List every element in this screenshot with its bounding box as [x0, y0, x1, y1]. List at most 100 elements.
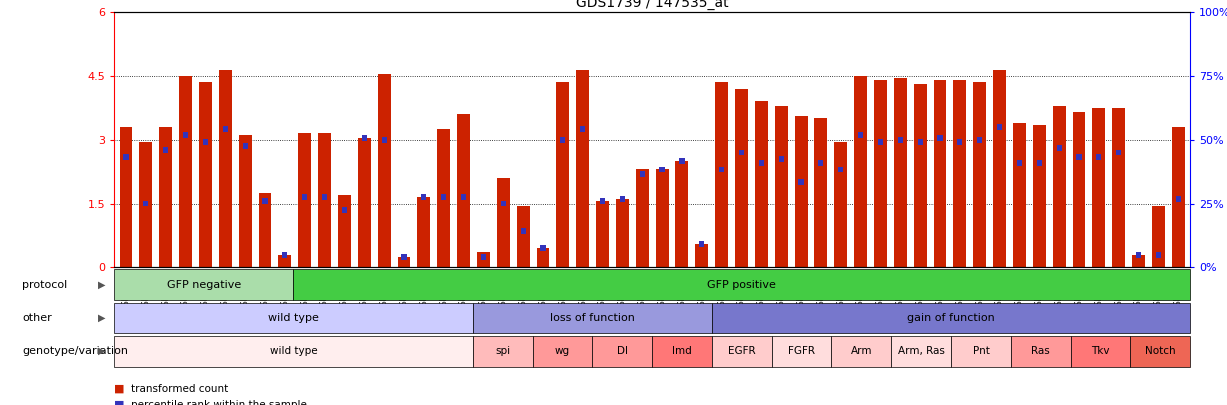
Bar — [223, 126, 228, 132]
Bar — [616, 199, 628, 267]
Bar — [417, 197, 431, 267]
Bar — [620, 196, 625, 202]
Bar — [1011, 336, 1071, 367]
Text: wild type: wild type — [270, 346, 318, 356]
Text: Dl: Dl — [617, 346, 628, 356]
Bar — [834, 142, 847, 267]
Bar — [401, 254, 406, 260]
Text: transformed count: transformed count — [131, 384, 228, 394]
Bar — [472, 336, 533, 367]
Bar — [838, 166, 843, 173]
Text: protocol: protocol — [22, 280, 67, 290]
Bar — [1072, 112, 1086, 267]
Bar — [699, 241, 704, 247]
Bar — [160, 127, 172, 267]
Text: GFP negative: GFP negative — [167, 280, 240, 290]
Bar — [501, 200, 506, 207]
Bar — [279, 255, 291, 267]
Bar — [712, 303, 1190, 333]
Bar — [815, 118, 827, 267]
Bar — [799, 179, 804, 185]
Bar — [1053, 106, 1065, 267]
Bar — [779, 156, 784, 162]
Text: FGFR: FGFR — [788, 346, 815, 356]
Bar — [639, 171, 645, 177]
Bar — [114, 269, 293, 300]
Bar — [1033, 125, 1045, 267]
Bar — [1152, 206, 1164, 267]
Bar — [795, 116, 807, 267]
Bar — [119, 127, 133, 267]
Bar — [1014, 123, 1026, 267]
Bar — [596, 201, 609, 267]
Bar — [1133, 255, 1145, 267]
Bar — [951, 336, 1011, 367]
Text: ■: ■ — [114, 384, 125, 394]
Bar — [1156, 252, 1161, 258]
Bar — [659, 166, 665, 173]
Bar — [239, 135, 252, 267]
Bar — [520, 228, 525, 234]
Bar — [481, 254, 486, 260]
Bar — [437, 129, 450, 267]
Bar — [877, 139, 883, 145]
Bar — [321, 194, 328, 200]
Bar — [536, 248, 550, 267]
Bar — [593, 336, 653, 367]
Text: spi: spi — [496, 346, 510, 356]
Bar — [263, 198, 267, 205]
Bar — [832, 336, 891, 367]
Text: Tkv: Tkv — [1091, 346, 1109, 356]
Bar — [918, 139, 923, 145]
Bar — [676, 161, 688, 267]
Bar — [533, 336, 593, 367]
Bar — [259, 193, 271, 267]
Bar — [636, 169, 649, 267]
Bar — [318, 133, 331, 267]
Bar — [953, 80, 967, 267]
Bar — [497, 178, 509, 267]
Bar — [854, 76, 867, 267]
Bar — [461, 194, 466, 200]
Bar — [124, 154, 129, 160]
Bar — [1136, 252, 1141, 258]
Bar — [755, 101, 768, 267]
Bar — [477, 252, 490, 267]
Bar — [993, 70, 1006, 267]
Bar — [1130, 336, 1190, 367]
Bar — [712, 336, 772, 367]
Bar — [937, 134, 942, 141]
Bar — [1172, 127, 1185, 267]
Bar — [600, 198, 605, 205]
Bar — [874, 80, 887, 267]
Bar — [577, 70, 589, 267]
Bar — [1175, 196, 1180, 202]
Bar — [358, 138, 371, 267]
Bar — [1071, 336, 1130, 367]
Bar — [696, 244, 708, 267]
Bar — [894, 78, 907, 267]
Bar — [898, 137, 903, 143]
Bar — [934, 80, 946, 267]
Bar — [772, 336, 832, 367]
Bar — [561, 137, 566, 143]
Bar — [382, 137, 387, 143]
Bar — [715, 82, 728, 267]
Bar — [163, 147, 168, 153]
Bar — [472, 303, 712, 333]
Bar — [973, 82, 987, 267]
Bar — [739, 149, 744, 156]
Text: Notch: Notch — [1145, 346, 1175, 356]
Bar — [680, 158, 685, 164]
Bar — [202, 139, 209, 145]
Text: Imd: Imd — [672, 346, 692, 356]
Text: wg: wg — [555, 346, 571, 356]
Text: ▶: ▶ — [98, 346, 106, 356]
Bar — [144, 200, 148, 207]
Text: loss of function: loss of function — [550, 313, 634, 323]
Bar — [1037, 160, 1042, 166]
Bar — [758, 160, 764, 166]
Bar — [1056, 145, 1061, 151]
Bar — [293, 269, 1190, 300]
Bar — [140, 142, 152, 267]
